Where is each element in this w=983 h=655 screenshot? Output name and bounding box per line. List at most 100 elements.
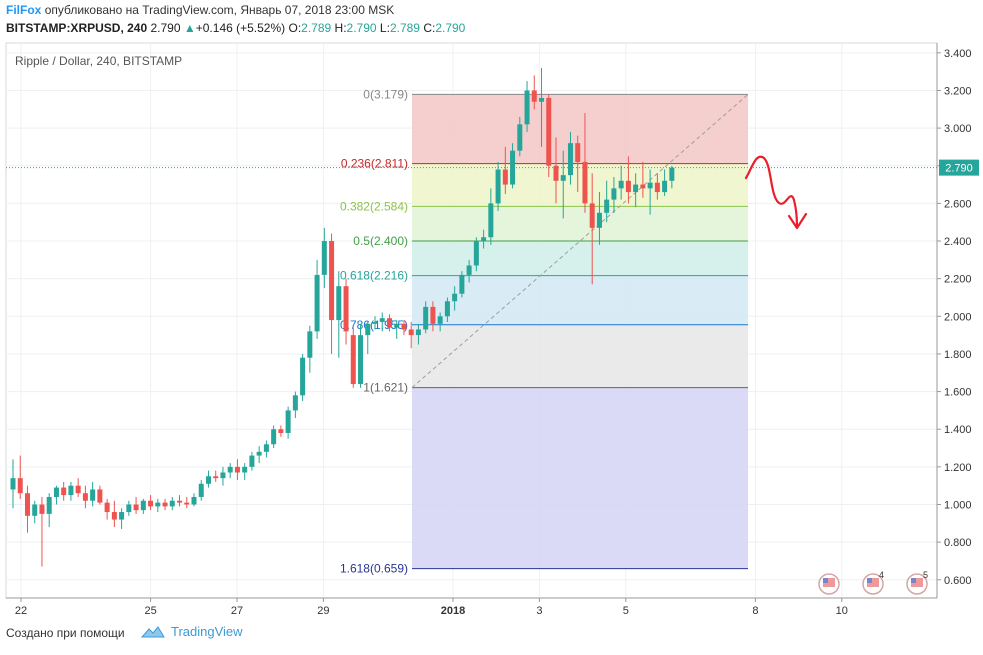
fib-zone: [412, 163, 748, 207]
candle-body: [191, 496, 197, 505]
forecast-arrow: [744, 155, 799, 228]
fib-level-label: 1.618(0.659): [340, 562, 408, 576]
candle-body: [17, 478, 23, 494]
candle-body: [488, 203, 494, 238]
created-with: Создано при помощи: [6, 626, 125, 640]
symbol-name: BITSTAMP:XRPUSD, 240: [6, 21, 148, 35]
event-flag-canton: [867, 578, 872, 583]
event-count-label: 4: [879, 570, 884, 580]
y-tick-label: 2.400: [944, 236, 972, 248]
candle-body: [314, 274, 320, 332]
open-label: O:: [288, 21, 302, 35]
candle-body: [177, 500, 183, 503]
candle-body: [162, 502, 168, 507]
candle-body: [437, 316, 443, 324]
x-tick-label: 29: [317, 605, 329, 617]
candle-body: [249, 455, 255, 467]
event-flag-stripes: [867, 578, 879, 587]
fib-trend-line: [411, 94, 749, 389]
event-flag-icon: [818, 573, 840, 595]
candle-body: [140, 500, 146, 511]
open-value: 2.789: [301, 21, 332, 35]
y-tick-label: 1.000: [944, 500, 972, 512]
publish-info: FilFox опубликовано на TradingView.com, …: [6, 3, 394, 17]
candle-body: [220, 472, 226, 479]
candle-body: [415, 329, 421, 336]
last-price-badge-label: 2.790: [945, 163, 973, 175]
candle-body: [242, 466, 248, 473]
fib-zone: [412, 241, 748, 276]
candle-body: [669, 167, 675, 181]
candle-body: [213, 476, 219, 479]
candle-body: [32, 504, 38, 516]
candle-body: [394, 323, 400, 328]
high-value: 2.790: [346, 21, 377, 35]
candle-body: [155, 502, 161, 507]
candle-body: [53, 487, 59, 497]
event-flag-stripes: [823, 578, 835, 587]
candle-body: [640, 184, 646, 189]
candle-body: [466, 265, 472, 275]
candle-body: [386, 318, 392, 328]
close-label: C:: [423, 21, 436, 35]
fib-level-label: 0(3.179): [363, 87, 408, 101]
candle-body: [39, 504, 45, 514]
candle-body: [307, 331, 313, 358]
candle-body: [546, 97, 552, 166]
candle-body: [531, 90, 537, 102]
candle-body: [560, 175, 566, 181]
low-value: 2.789: [389, 21, 420, 35]
candle-body: [502, 169, 508, 185]
candle-body: [82, 493, 88, 501]
candle-body: [358, 335, 364, 385]
close-value: 2.790: [435, 21, 466, 35]
candle-body: [553, 165, 559, 181]
candle-body: [285, 410, 291, 433]
up-arrow-icon: ▲: [183, 21, 196, 35]
y-tick-label: 0.800: [944, 537, 972, 549]
fib-zone: [412, 324, 748, 388]
author-name[interactable]: FilFox: [6, 3, 42, 17]
fib-level-label: 0.5(2.400): [353, 234, 408, 248]
candle-body: [90, 489, 96, 501]
y-tick-label: 3.200: [944, 85, 972, 97]
candle-body: [336, 286, 342, 321]
event-flag-canton: [911, 578, 916, 583]
published-text: опубликовано на TradingView.com, Январь …: [44, 3, 395, 17]
candle-body: [379, 318, 385, 322]
fib-zone: [412, 206, 748, 242]
candle-body: [350, 335, 356, 385]
x-tick-label: 22: [15, 605, 27, 617]
candle-body: [111, 512, 117, 520]
chart-title: Ripple / Dollar, 240, BITSTAMP: [15, 54, 182, 68]
candle-body: [510, 150, 516, 185]
tradingview-brand[interactable]: TradingView: [141, 624, 243, 639]
candle-body: [611, 188, 617, 200]
candle-body: [300, 357, 306, 396]
candle-body: [401, 323, 407, 330]
candle-body: [625, 180, 631, 193]
candle-body: [119, 512, 125, 520]
fib-zone: [412, 387, 748, 569]
candle-body: [589, 203, 595, 228]
event-flag-icon: 5: [906, 570, 928, 595]
last-price-badge: [939, 159, 979, 176]
y-tick-label: 3.000: [944, 123, 972, 135]
candle-body: [618, 180, 624, 189]
candle-body: [133, 504, 139, 511]
x-tick-label: 27: [231, 605, 243, 617]
candle-body: [596, 212, 602, 228]
y-tick-label: 2.200: [944, 274, 972, 286]
y-tick-label: 0.600: [944, 575, 972, 587]
candle-body: [452, 293, 458, 302]
y-tick-label: 1.200: [944, 462, 972, 474]
candle-body: [126, 504, 132, 513]
fib-level-label: 0.382(2.584): [340, 199, 408, 213]
event-flag-icon: 4: [862, 570, 884, 595]
x-tick-label: 5: [623, 605, 629, 617]
candle-body: [539, 97, 545, 102]
fib-level-label: 1(1.621): [363, 381, 408, 395]
x-tick-label: 10: [836, 605, 848, 617]
x-tick-label: 2018: [441, 605, 465, 617]
